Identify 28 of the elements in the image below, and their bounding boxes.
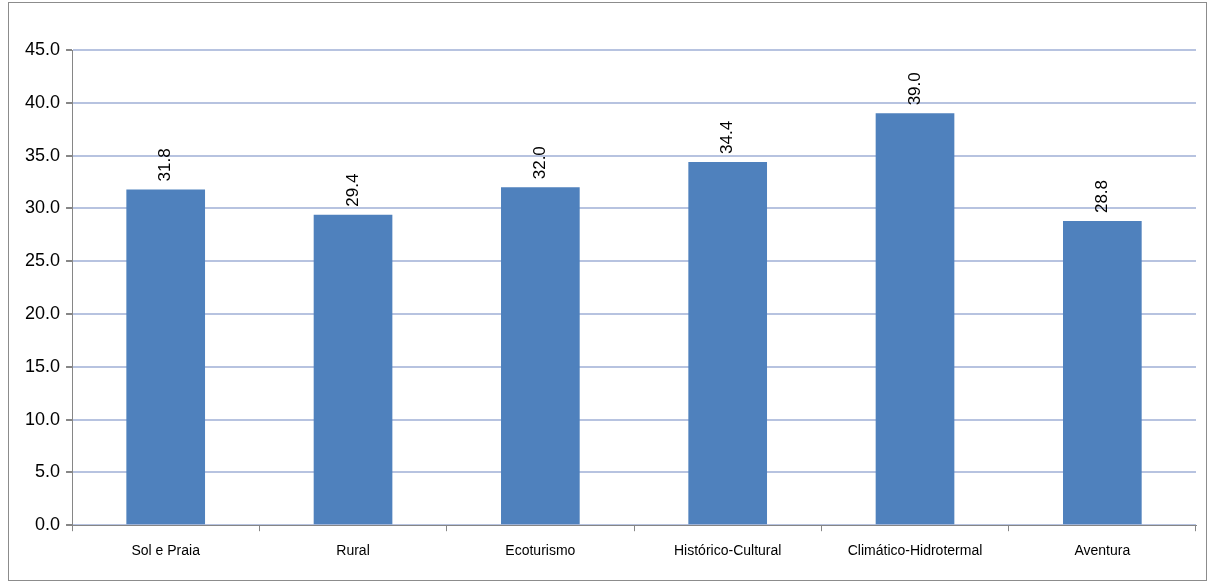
- y-tick-label: 15.0: [24, 355, 61, 376]
- y-tick-label: 0.0: [35, 514, 61, 535]
- y-tick-label: 20.0: [24, 302, 61, 323]
- x-tick-label: Climático-Hidrotermal: [847, 542, 983, 559]
- x-tick-label: Sol e Praia: [131, 542, 201, 559]
- bar: [875, 113, 955, 525]
- bar: [1063, 221, 1142, 525]
- y-tick-label: 45.0: [24, 38, 61, 59]
- x-tick-label: Histórico-Cultural: [674, 542, 782, 559]
- y-tick-label: 40.0: [24, 91, 61, 112]
- y-tick-label: 25.0: [24, 250, 61, 271]
- data-label: 32.0: [530, 146, 550, 180]
- y-tick-label: 35.0: [24, 144, 61, 165]
- bar: [126, 189, 206, 525]
- data-label: 34.4: [717, 120, 737, 154]
- y-tick-label: 30.0: [24, 197, 61, 218]
- x-tick-label: Aventura: [1074, 542, 1131, 559]
- data-label: 31.8: [155, 148, 175, 182]
- x-tick-label: Rural: [336, 542, 370, 559]
- data-label: 39.0: [904, 72, 924, 106]
- bar: [688, 161, 768, 525]
- data-label: 28.8: [1092, 179, 1112, 214]
- bar: [313, 214, 393, 525]
- data-label: 29.4: [342, 173, 362, 207]
- x-tick-label: Ecoturismo: [505, 542, 576, 559]
- y-tick-label: 10.0: [24, 408, 61, 429]
- bar: [501, 187, 580, 525]
- y-tick-label: 5.0: [35, 461, 61, 482]
